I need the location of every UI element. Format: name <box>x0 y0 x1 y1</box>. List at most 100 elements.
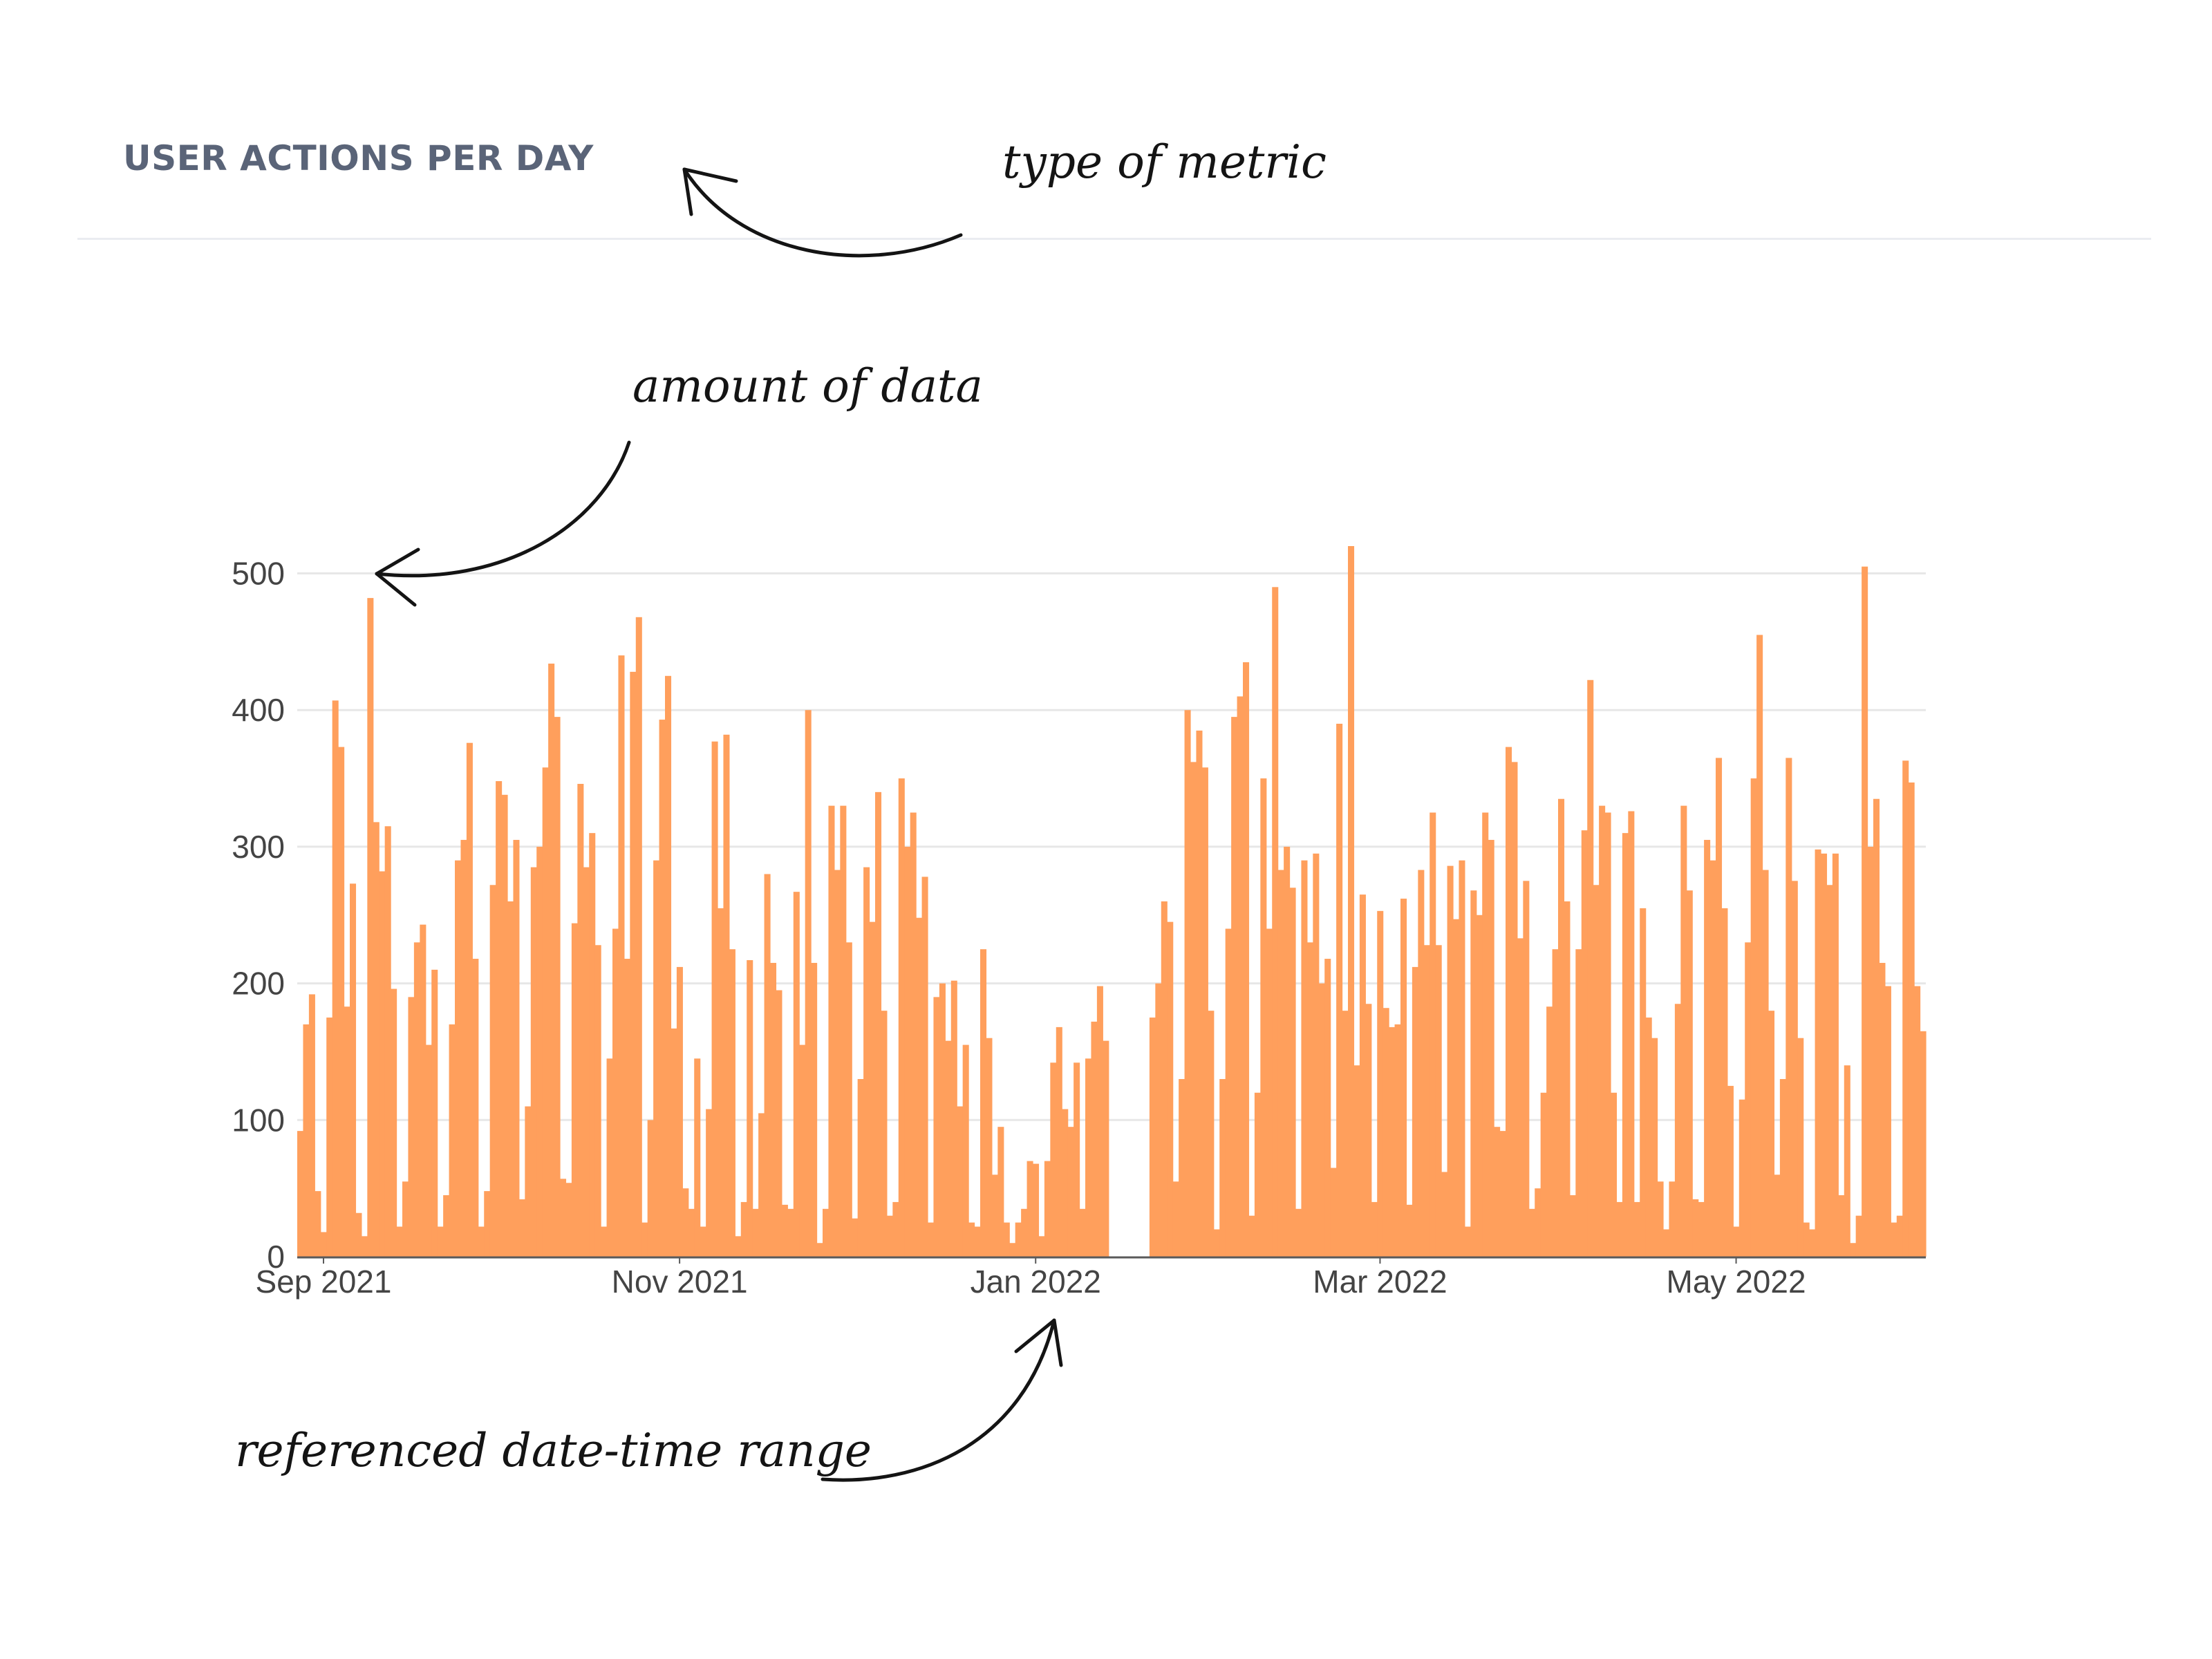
bar <box>921 877 928 1257</box>
bar <box>1062 1109 1069 1257</box>
bar <box>1709 860 1716 1257</box>
bar <box>460 840 467 1257</box>
bar <box>1459 860 1465 1257</box>
bar <box>396 1226 403 1257</box>
bar <box>1517 938 1524 1257</box>
bar <box>1027 1161 1033 1257</box>
bar <box>320 1232 327 1257</box>
bar <box>892 1201 899 1257</box>
bar <box>583 867 590 1257</box>
bar <box>1862 566 1868 1257</box>
bar <box>1785 758 1792 1257</box>
bar <box>1569 1195 1576 1257</box>
bar <box>1855 1215 1862 1257</box>
bar <box>916 917 923 1257</box>
bar <box>700 1226 706 1257</box>
bar <box>466 742 473 1257</box>
bar <box>1511 762 1518 1257</box>
bar <box>565 1183 572 1257</box>
bar <box>513 840 520 1257</box>
bar <box>1528 1208 1535 1257</box>
bar <box>1266 928 1273 1257</box>
bar <box>1412 966 1418 1257</box>
bar <box>1803 1222 1810 1257</box>
bar <box>1604 812 1611 1257</box>
bar <box>1096 986 1103 1257</box>
bar <box>706 1109 713 1257</box>
bar <box>536 846 543 1257</box>
bar <box>1172 1181 1179 1257</box>
bar <box>338 747 345 1257</box>
bar <box>1330 1168 1337 1257</box>
bar <box>711 741 718 1257</box>
bar <box>904 846 911 1257</box>
bar <box>1506 747 1512 1257</box>
bar <box>647 1120 654 1257</box>
bar <box>1400 899 1407 1257</box>
bar <box>1382 1008 1389 1257</box>
bar <box>1762 870 1769 1257</box>
bar <box>1593 885 1600 1257</box>
bar <box>1838 1195 1845 1257</box>
bar <box>1622 833 1629 1257</box>
bar <box>950 980 957 1257</box>
bar <box>1564 901 1571 1257</box>
bar <box>1342 1011 1349 1257</box>
bar <box>1499 1131 1506 1257</box>
bar <box>1774 1174 1781 1257</box>
bar <box>635 617 642 1257</box>
bar <box>484 1191 491 1257</box>
arrow-metric-icon <box>682 167 963 258</box>
bar <box>1277 870 1284 1257</box>
bar <box>1914 986 1921 1257</box>
annotation-metric: type of metric <box>1002 135 1327 189</box>
bar <box>957 1106 964 1257</box>
bar <box>1821 853 1828 1257</box>
bar <box>1377 910 1384 1257</box>
bar <box>676 966 683 1257</box>
bar <box>1611 1092 1618 1257</box>
bar <box>1535 1188 1541 1257</box>
bar <box>1657 1181 1664 1257</box>
bar <box>560 1179 567 1257</box>
bar <box>787 1208 794 1257</box>
bar <box>845 942 852 1257</box>
x-tick-label: Mar 2022 <box>1313 1264 1447 1300</box>
bar <box>1103 1040 1109 1257</box>
bar <box>297 1131 304 1257</box>
annotation-range: referenced date-time range <box>235 1424 872 1477</box>
bar <box>1179 1079 1185 1257</box>
bar <box>496 781 503 1257</box>
bar <box>1674 1004 1681 1257</box>
bar <box>1336 724 1343 1257</box>
bar <box>449 1024 456 1257</box>
x-tick-label: Sep 2021 <box>256 1264 392 1300</box>
bar <box>1791 881 1798 1257</box>
bar <box>1651 1038 1658 1257</box>
bar <box>350 883 357 1257</box>
bar <box>1447 865 1454 1257</box>
bar <box>1067 1127 1074 1257</box>
bar <box>886 1215 893 1257</box>
bar <box>1359 894 1366 1257</box>
bar <box>594 945 601 1257</box>
bar <box>1219 1079 1226 1257</box>
bar <box>1225 928 1232 1257</box>
bar <box>1155 983 1162 1257</box>
bar <box>1318 983 1325 1257</box>
bar <box>624 959 630 1257</box>
bar <box>420 924 427 1257</box>
bar <box>747 960 753 1257</box>
bar <box>1441 1172 1448 1257</box>
bar <box>391 988 397 1257</box>
bar <box>367 598 374 1257</box>
bar <box>770 962 777 1257</box>
arrow-range-icon <box>821 1318 1063 1482</box>
bar <box>355 1212 362 1257</box>
bar <box>1616 1201 1623 1257</box>
bar <box>875 791 882 1257</box>
y-tick-label: 200 <box>232 966 285 1002</box>
bar <box>665 675 672 1257</box>
